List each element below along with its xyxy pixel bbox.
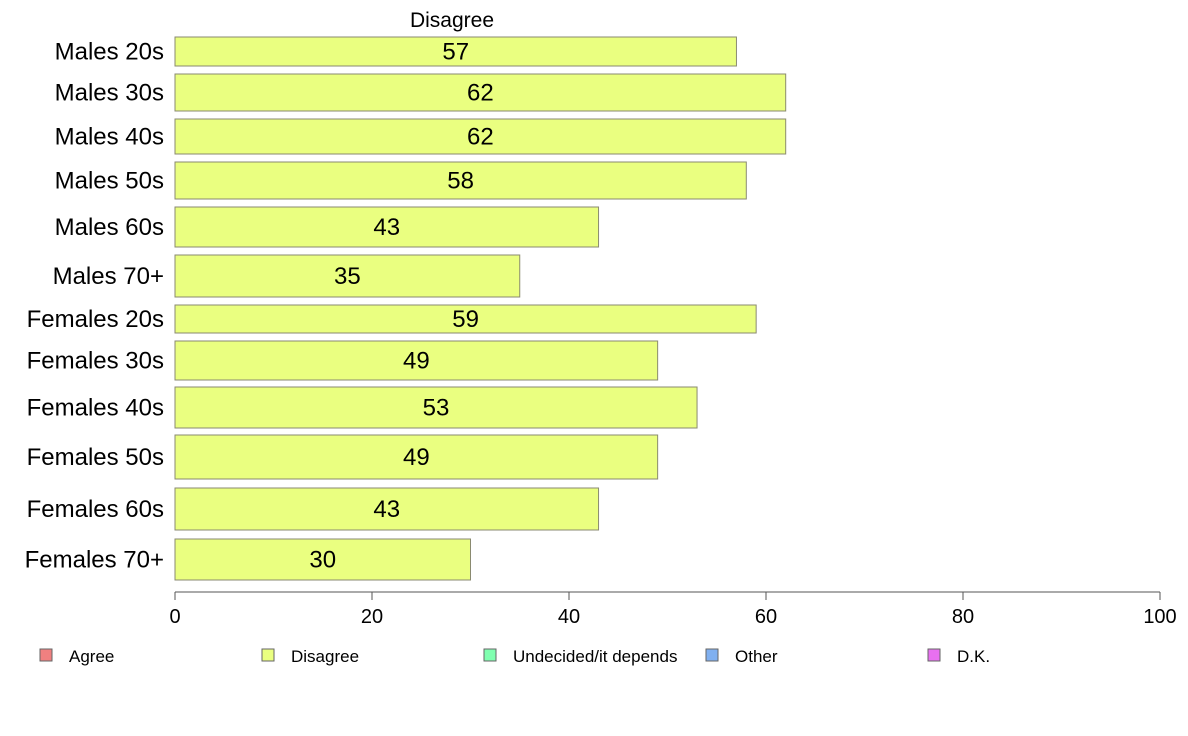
- bar: [174, 206, 600, 248]
- bar: [174, 434, 659, 480]
- bar: [174, 36, 737, 67]
- legend-swatch: [483, 648, 497, 662]
- category-label: Females 70+: [25, 547, 164, 574]
- category-label: Males 20s: [55, 39, 164, 66]
- legend: Agree Disagree Undecided/it depends Other D.…: [39, 647, 990, 666]
- category-label: Females 40s: [27, 395, 164, 422]
- category-label: Males 70+: [53, 263, 164, 290]
- value-label: 35: [334, 263, 361, 290]
- value-label: 49: [403, 348, 430, 375]
- value-label: 58: [447, 168, 474, 195]
- category-label: Females 50s: [27, 444, 164, 471]
- bar: [174, 386, 698, 429]
- legend-swatch: [705, 648, 719, 662]
- x-tick-label: 0: [169, 606, 180, 628]
- value-label: 57: [442, 39, 469, 66]
- value-label: 62: [467, 124, 494, 151]
- category-label: Males 50s: [55, 168, 164, 195]
- x-tick-label: 80: [952, 606, 974, 628]
- legend-label: Disagree: [291, 647, 359, 666]
- bar: [174, 538, 471, 581]
- value-label: 62: [467, 80, 494, 107]
- x-tick-label: 60: [755, 606, 777, 628]
- value-label: 59: [452, 306, 479, 333]
- legend-swatch: [261, 648, 275, 662]
- value-label: 53: [423, 395, 450, 422]
- category-label: Females 60s: [27, 496, 164, 523]
- x-axis: 0 20 40 60 80 100: [169, 591, 1177, 628]
- bar: [174, 340, 659, 381]
- legend-swatch: [927, 648, 941, 662]
- bar: [174, 73, 787, 112]
- bars-group: Males 20s 57 Males 30s 62 Males 40s 62 Males 5…: [25, 36, 787, 581]
- legend-label: Undecided/it depends: [513, 647, 677, 666]
- chart-title: Disagree: [410, 9, 494, 32]
- category-label: Females 20s: [27, 306, 164, 333]
- bar: [174, 254, 521, 298]
- x-tick-label: 40: [558, 606, 580, 628]
- value-label: 43: [373, 496, 400, 523]
- category-label: Males 60s: [55, 214, 164, 241]
- legend-label: D.K.: [957, 647, 990, 666]
- category-label: Females 30s: [27, 348, 164, 375]
- x-tick-label: 20: [361, 606, 383, 628]
- bar: [174, 487, 600, 531]
- bar: [174, 304, 757, 334]
- bar: [174, 118, 787, 155]
- legend-label: Other: [735, 647, 778, 666]
- bar: [174, 161, 747, 200]
- category-label: Males 40s: [55, 124, 164, 151]
- value-label: 43: [373, 214, 400, 241]
- value-label: 49: [403, 444, 430, 471]
- x-tick-label: 100: [1143, 606, 1176, 628]
- legend-label: Agree: [69, 647, 114, 666]
- value-label: 30: [309, 547, 336, 574]
- category-label: Males 30s: [55, 80, 164, 107]
- legend-swatch: [39, 648, 53, 662]
